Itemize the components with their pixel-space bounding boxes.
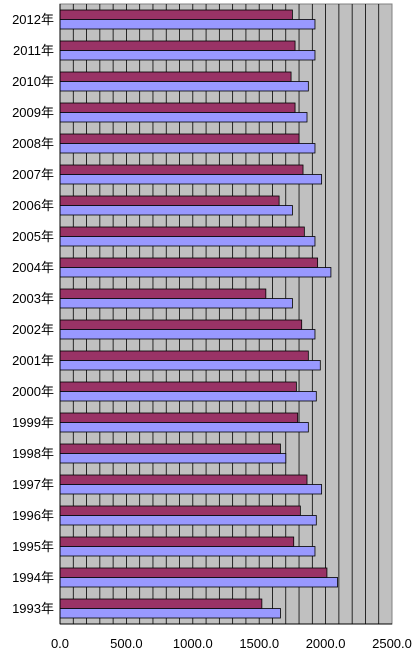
bar-series1-2012年 [59,9,293,20]
category-label: 2000年 [12,384,54,399]
category-label: 2002年 [12,322,54,337]
category-label: 1993年 [12,601,54,616]
x-tick-label: 500.0 [110,636,143,651]
bar-series1-1997年 [59,474,308,485]
bar-series2-2012年 [59,19,316,30]
bar-series2-1995年 [59,546,316,557]
bar-series1-1993年 [59,598,263,609]
bar-series1-2010年 [59,71,292,82]
bar-series2-2003年 [59,298,293,309]
category-label: 1998年 [12,446,54,461]
bar-series2-2004年 [59,267,332,278]
category-label: 2011年 [13,43,54,58]
bar-series1-1996年 [59,505,301,516]
bar-series1-1998年 [59,443,281,454]
category-label: 2004年 [12,260,54,275]
category-label: 2001年 [12,353,54,368]
category-label: 2005年 [12,229,54,244]
bar-series1-2008年 [59,133,300,144]
category-label: 2003年 [12,291,54,306]
bar-series2-1998年 [59,453,287,464]
bar-series1-2002年 [59,319,303,330]
bar-series2-2008年 [59,143,316,154]
bar-series2-2011年 [59,50,316,61]
x-tick-label: 1000.0 [173,636,213,651]
category-label: 2010年 [12,74,54,89]
bar-series2-1996年 [59,515,317,526]
bars [59,9,338,619]
bar-series2-2010年 [59,81,309,92]
bar-series2-2009年 [59,112,308,123]
bar-series2-2000年 [59,391,317,402]
category-label: 2009年 [12,105,54,120]
bar-series1-2001年 [59,350,309,361]
category-label: 2012年 [12,12,54,27]
category-label: 1999年 [12,415,54,430]
bar-series2-1993年 [59,608,281,619]
plot-area [59,3,393,625]
category-label: 1994年 [12,570,54,585]
bar-series2-2007年 [59,174,323,185]
category-label: 1997年 [12,477,54,492]
category-label: 1996年 [12,508,54,523]
x-tick-label: 0.0 [51,636,69,651]
category-label: 2007年 [12,167,54,182]
bar-series1-2000年 [59,381,297,392]
bar-series2-1999年 [59,422,309,433]
x-tick-labels: 0.0 500.0 1000.0 1500.0 2000.0 2500.0 [51,636,412,651]
x-tick-label: 2000.0 [306,636,346,651]
x-tick-label: 1500.0 [239,636,279,651]
bar-series1-2004年 [59,257,319,268]
bar-series1-2005年 [59,226,305,237]
bar-series2-2006年 [59,205,293,216]
bar-series2-1994年 [59,577,338,588]
category-label: 2008年 [12,136,54,151]
bar-series1-2009年 [59,102,296,113]
bar-series1-2003年 [59,288,267,299]
bar-series1-2007年 [59,164,304,175]
bar-series1-1995年 [59,536,295,547]
bar-series1-2011年 [59,40,296,51]
bar-series2-2001年 [59,360,321,371]
bar-series1-2006年 [59,195,280,206]
x-tick-label: 2500.0 [372,636,412,651]
bar-series1-1999年 [59,412,299,423]
category-label: 1995年 [12,539,54,554]
bar-series2-2002年 [59,329,316,340]
bar-series2-1997年 [59,484,323,495]
category-label: 2006年 [12,198,54,213]
category-labels: 2012年 2011年 2010年 2009年 2008年 2007年 2006年 2005年… [12,12,54,616]
bar-series1-1994年 [59,567,328,578]
bar-series2-2005年 [59,236,316,247]
